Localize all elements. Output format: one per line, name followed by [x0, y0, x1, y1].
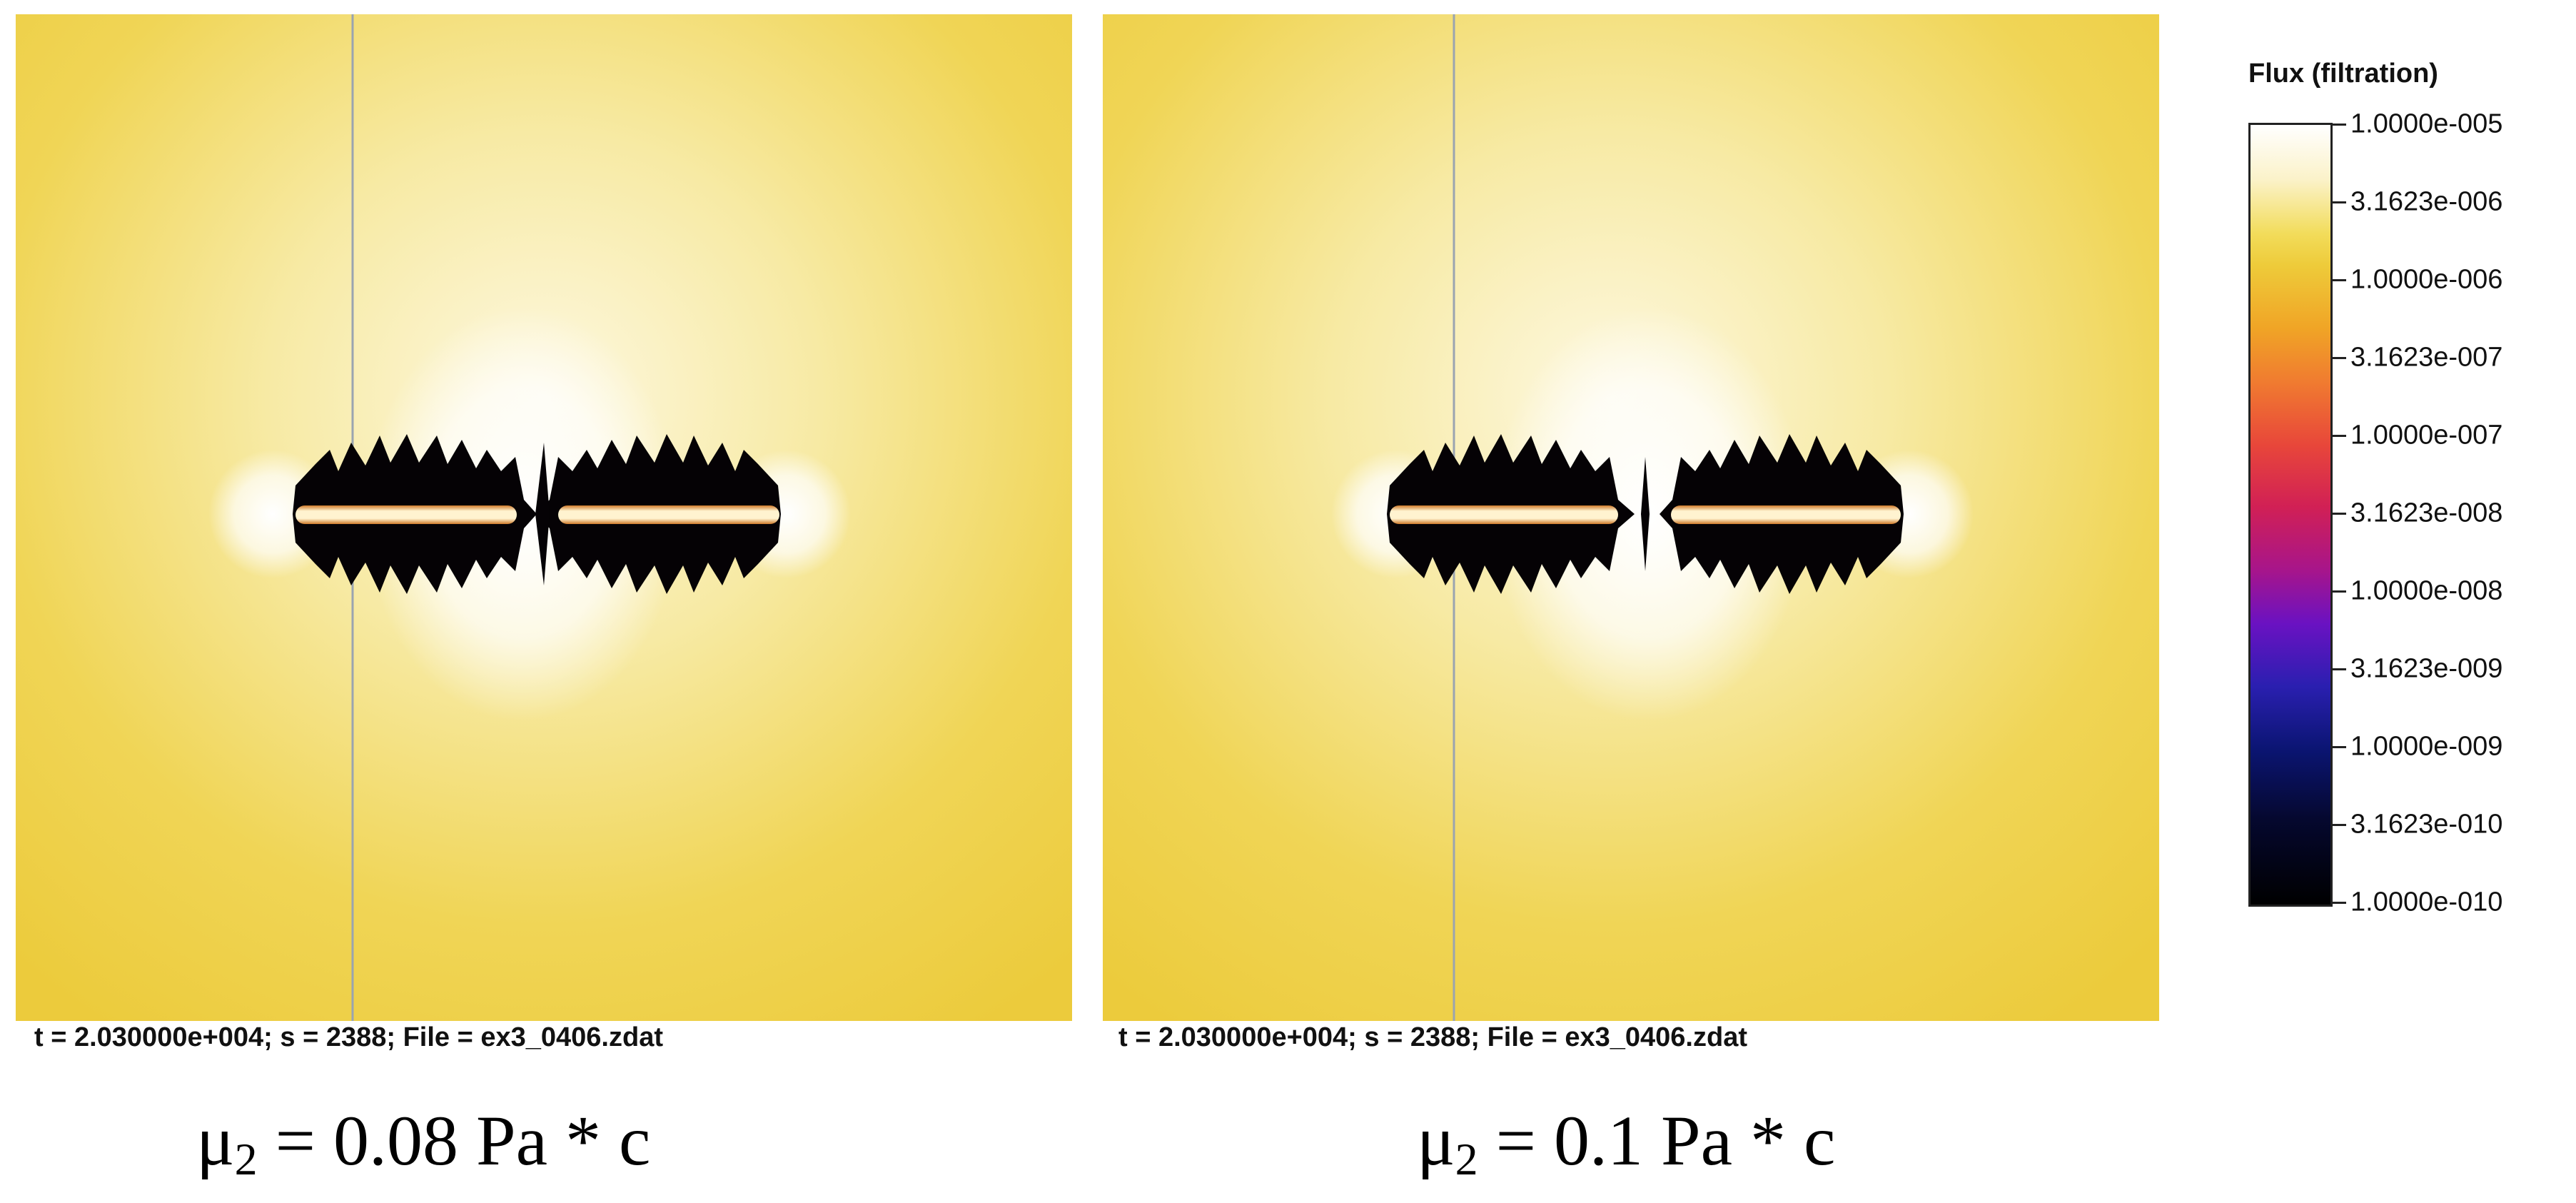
colorbar-tick	[2330, 201, 2346, 203]
colorbar-tick	[2330, 590, 2346, 593]
status-readout-left: t = 2.030000e+004; s = 2388; File = ex3_…	[34, 1022, 663, 1052]
colorbar-tick-label: 3.1623e-008	[2350, 498, 2503, 528]
colorbar-tick-label: 1.0000e-007	[2350, 420, 2503, 451]
caption-left: μ2 = 0.08 Pa * c	[196, 1099, 650, 1186]
colorbar-tick	[2330, 902, 2346, 904]
flux-field-right	[1103, 14, 2159, 1021]
flux-field-image-left	[16, 14, 1072, 1021]
flux-field-left	[16, 14, 1072, 1021]
flux-field-image-right	[1103, 14, 2159, 1021]
status-readout-right: t = 2.030000e+004; s = 2388; File = ex3_…	[1118, 1022, 1747, 1052]
colorbar-tick-label: 3.1623e-006	[2350, 186, 2503, 217]
caption-text: = 0.1 Pa * c	[1478, 1101, 1836, 1180]
colorbar-tick-label: 3.1623e-009	[2350, 653, 2503, 684]
colorbar-tick-label: 1.0000e-005	[2350, 109, 2503, 139]
colorbar-tick	[2330, 435, 2346, 437]
colorbar-tick-label: 1.0000e-006	[2350, 264, 2503, 295]
colorbar-tick-label: 1.0000e-010	[2350, 887, 2503, 917]
caption-symbol: μ	[196, 1101, 235, 1180]
colorbar-tick	[2330, 746, 2346, 748]
colorbar-tick	[2330, 824, 2346, 826]
caption-subscript: 2	[1455, 1134, 1478, 1184]
colorbar-tick	[2330, 513, 2346, 515]
caption-symbol: μ	[1417, 1101, 1455, 1180]
caption-right: μ2 = 0.1 Pa * c	[1417, 1099, 1835, 1186]
colorbar	[2248, 123, 2333, 907]
colorbar-tick-label: 3.1623e-010	[2350, 809, 2503, 840]
caption-text: = 0.08 Pa * c	[257, 1101, 651, 1180]
caption-subscript: 2	[234, 1134, 258, 1184]
colorbar-tick-label: 1.0000e-009	[2350, 731, 2503, 762]
colorbar-tick-label: 3.1623e-007	[2350, 342, 2503, 373]
colorbar-tick-label: 1.0000e-008	[2350, 575, 2503, 606]
colorbar-title: Flux (filtration)	[2248, 59, 2438, 89]
colorbar-tick	[2330, 279, 2346, 281]
colorbar-tick	[2330, 357, 2346, 359]
colorbar-tick	[2330, 668, 2346, 670]
colorbar-tick	[2330, 124, 2346, 126]
